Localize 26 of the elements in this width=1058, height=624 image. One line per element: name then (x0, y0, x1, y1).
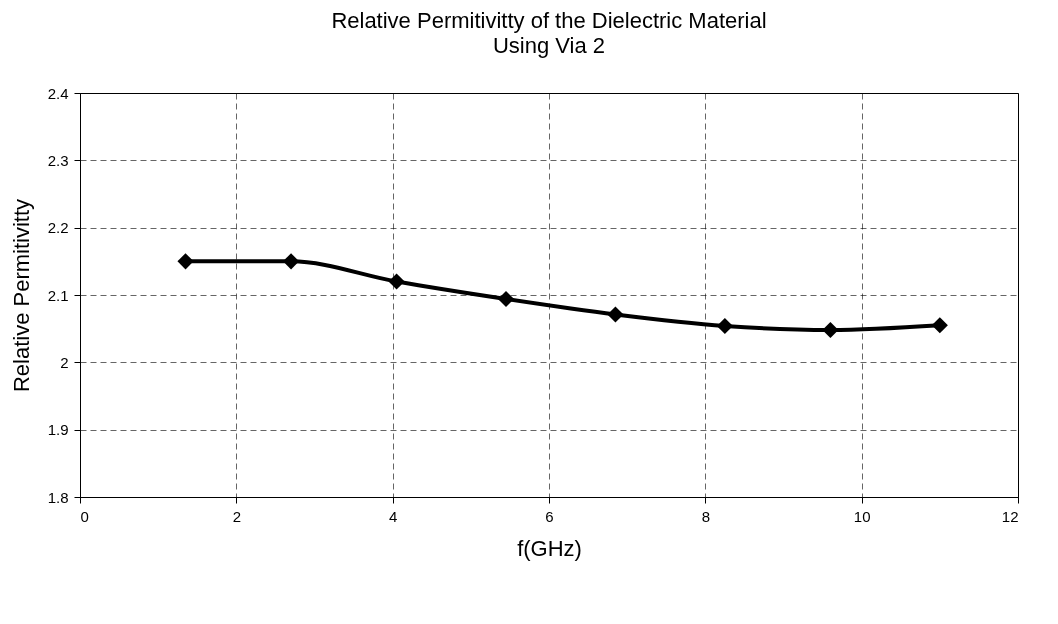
y-tick-label: 1.8 (47, 488, 69, 506)
chart-subtitle: Using Via 2 (492, 33, 606, 58)
y-tick-label: 2.1 (47, 286, 69, 304)
x-axis-title: f(GHz) (517, 535, 582, 561)
y-tick-label: 2.2 (47, 219, 69, 237)
y-tick-label: 2.3 (47, 151, 69, 169)
point (282, 253, 300, 270)
x-tick-label: 12 (1001, 507, 1019, 525)
x-tick-label: 10 (853, 507, 871, 525)
y-axis-title: Relative Permitivitty (8, 198, 34, 393)
x-tick-label: 4 (388, 507, 398, 525)
x-tick-label: 6 (545, 507, 554, 525)
point (716, 317, 733, 335)
point (388, 273, 405, 290)
point (931, 317, 948, 334)
point (497, 290, 515, 308)
y-tick-label: 2.4 (47, 84, 69, 102)
y-tick-label: 2 (60, 353, 69, 371)
x-tick-label: 0 (80, 507, 89, 525)
y-tick-label: 1.9 (47, 421, 69, 439)
point (177, 253, 194, 270)
point (822, 321, 839, 339)
x-tick-label: 8 (701, 507, 711, 525)
chart-title: Relative Permitivitty of the Dielectric Material (331, 8, 767, 33)
point (607, 306, 624, 323)
x-tick-label: 2 (232, 507, 242, 525)
